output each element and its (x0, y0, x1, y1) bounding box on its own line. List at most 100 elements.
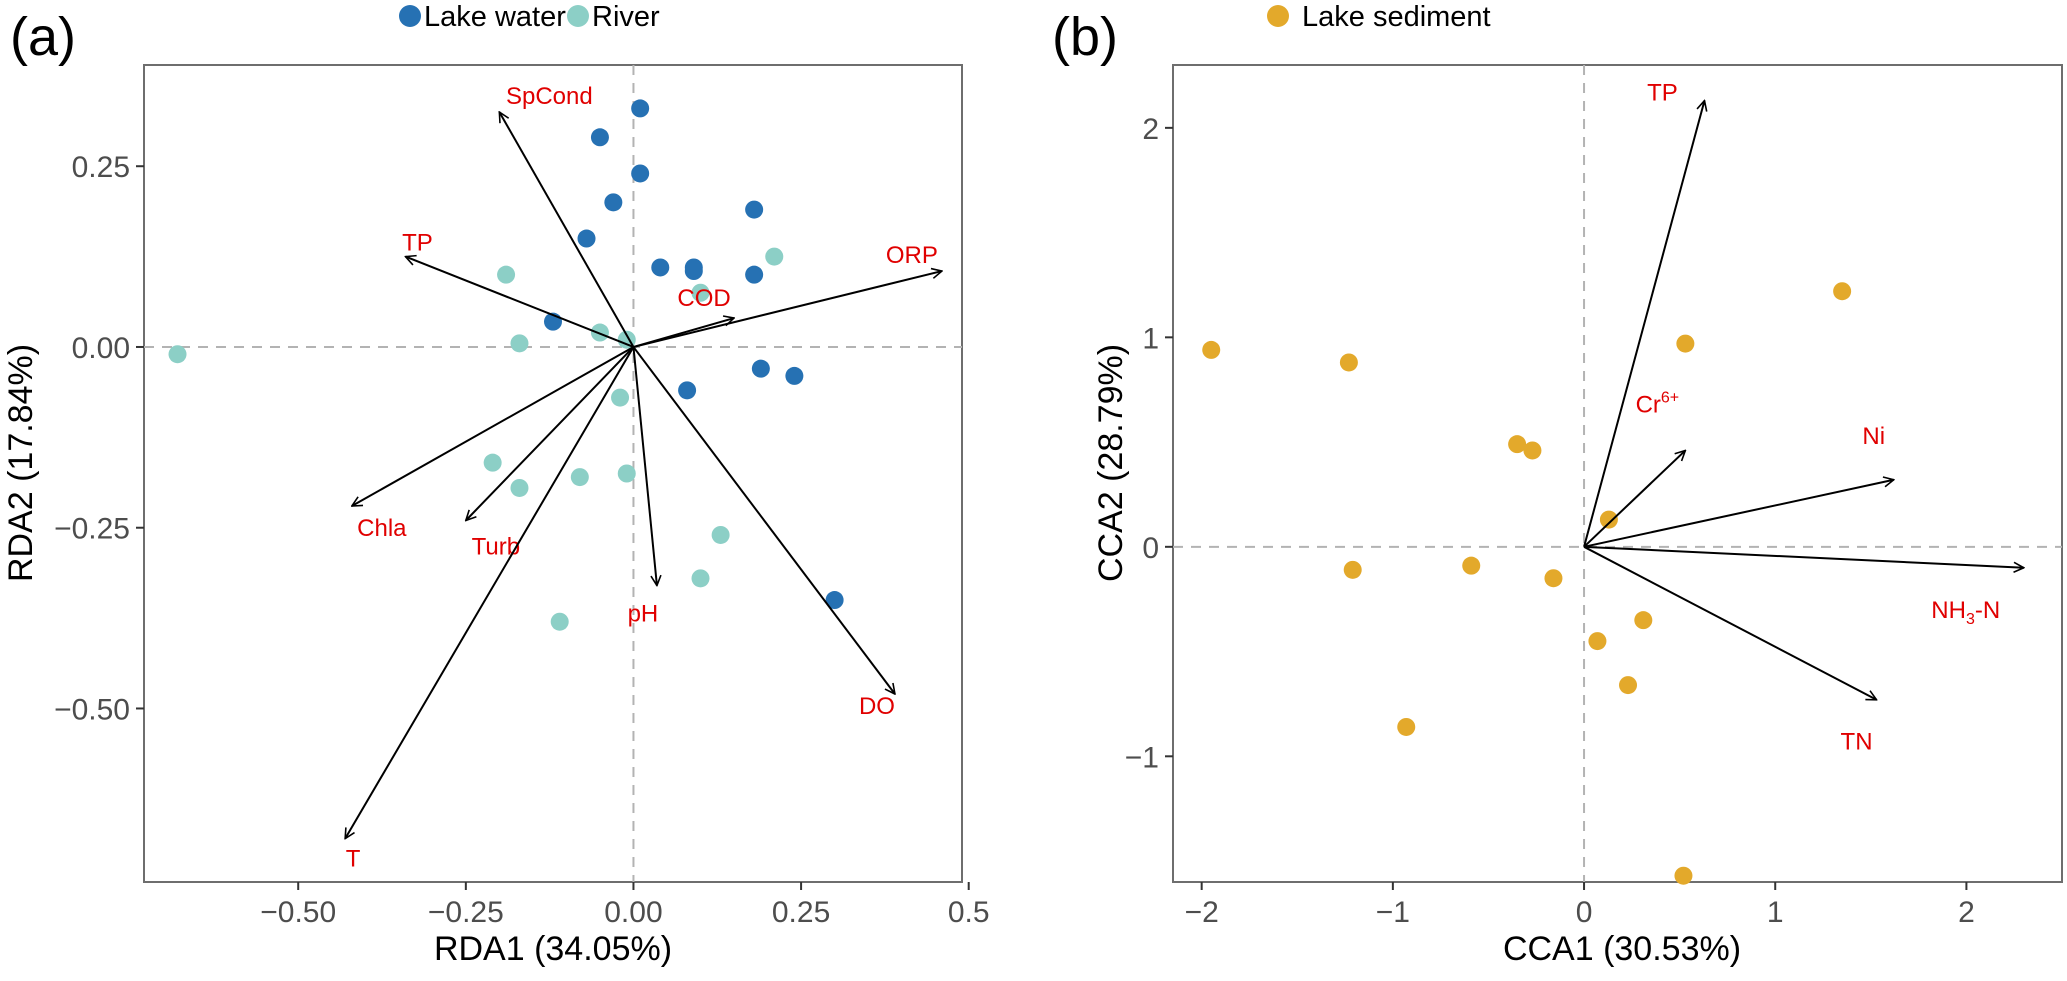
point-river (510, 478, 529, 497)
plot-border-a (143, 64, 963, 883)
y-axis-title-b: CCA2 (28.79%) (1092, 344, 1130, 582)
arrow-label-tp: TP (402, 230, 433, 257)
arrow-nh (1583, 545, 2024, 568)
legend-a-label-0: Lake water (424, 1, 566, 33)
plot-border-b (1172, 64, 2063, 883)
point-lake-sediment (1339, 353, 1358, 372)
point-lake-sediment (1343, 560, 1362, 579)
point-lake-water (745, 265, 764, 284)
arrow-t (345, 346, 635, 839)
point-lake-sediment (1619, 676, 1638, 695)
point-river (617, 464, 636, 483)
y-tick-label-a: −0.50 (54, 693, 130, 726)
arrow-label-cr: Cr6+ (1636, 389, 1680, 418)
y-tick-label-b: 1 (1142, 322, 1159, 355)
arrow-turb (466, 346, 635, 521)
point-river (711, 525, 730, 544)
arrow-label-chla: Chla (357, 515, 407, 542)
legend-a-swatch-0 (399, 5, 421, 27)
y-tick-label-a: −0.25 (54, 513, 130, 546)
x-tick-label-b: −2 (1185, 896, 1219, 929)
x-tick-label-a: 0.5 (948, 896, 990, 929)
point-lake-water (785, 366, 804, 385)
legend-a: Lake water River (399, 1, 660, 33)
point-lake-water (751, 359, 770, 378)
arrow-label-ni: Ni (1862, 423, 1885, 450)
legend-b-swatch-0 (1267, 5, 1289, 27)
arrow-label-tn: TN (1841, 729, 1873, 756)
panel-b-plot: −2 −1 0 1 2 2 1 0 −1 TP Cr6+ Ni NH3-N TN (1125, 64, 2063, 929)
arrow-label-orp: ORP (886, 242, 938, 269)
arrow-label-nh: NH3-N (1931, 597, 2000, 628)
legend-a-label-1: River (592, 1, 660, 33)
point-lake-sediment (1833, 282, 1852, 301)
point-lake-sediment (1397, 717, 1416, 736)
arrow-label-spcond: SpCond (506, 83, 593, 110)
point-lake-water (651, 258, 670, 277)
point-lake-water (745, 200, 764, 219)
arrow-label-tp: TP (1647, 80, 1678, 107)
point-river (168, 345, 187, 364)
point-lake-sediment (1599, 510, 1618, 529)
arrow-label-t: T (346, 846, 361, 873)
y-tick-label-b: 0 (1142, 532, 1159, 565)
point-lake-sediment (1202, 340, 1221, 359)
legend-a-swatch-1 (567, 5, 589, 27)
point-lake-sediment (1544, 569, 1563, 588)
y-axis-title-a: RDA2 (17.84%) (2, 344, 40, 582)
point-lake-water (684, 262, 703, 281)
point-lake-water (825, 591, 844, 610)
point-river (510, 334, 529, 353)
arrow-do (632, 346, 894, 694)
y-tick-label-a: 0.25 (72, 151, 130, 184)
point-river (691, 283, 710, 302)
point-lake-sediment (1523, 441, 1542, 460)
point-river (590, 323, 609, 342)
panel-a-plot: −0.50 −0.25 0.00 0.25 0.5 0.25 0.00 −0.25 −0.50 S… (54, 64, 990, 929)
point-lake-sediment (1588, 632, 1607, 651)
arrow-label-ph: pH (628, 601, 659, 628)
arrow-tn (1583, 545, 1877, 701)
point-lake-sediment (1634, 611, 1653, 630)
arrow-label-do: DO (859, 693, 895, 720)
x-tick-label-b: 1 (1767, 896, 1784, 929)
point-lake-sediment (1508, 435, 1527, 454)
arrow-ph (632, 346, 656, 586)
point-lake-water (678, 381, 697, 400)
panel-label-b: (b) (1052, 7, 1118, 67)
point-river (497, 265, 516, 284)
panel-label-a: (a) (10, 7, 76, 67)
point-lake-water (631, 164, 650, 183)
point-river (691, 569, 710, 588)
point-lake-water (590, 128, 609, 147)
x-tick-label-b: 0 (1576, 896, 1593, 929)
x-tick-label-b: −1 (1376, 896, 1410, 929)
point-lake-water (577, 229, 596, 248)
x-tick-label-a: 0.25 (772, 896, 830, 929)
x-axis-title-b: CCA1 (30.53%) (1503, 930, 1741, 968)
point-lake-sediment (1462, 556, 1481, 575)
legend-b-label-0: Lake sediment (1302, 1, 1491, 33)
point-river (570, 468, 589, 487)
arrow-tp (405, 257, 634, 348)
arrow-cr (1583, 450, 1685, 548)
x-tick-label-a: −0.25 (428, 896, 504, 929)
arrow-ni (1583, 480, 1894, 548)
point-river (765, 247, 784, 266)
point-lake-sediment (1674, 866, 1693, 885)
point-lake-water (604, 193, 623, 212)
legend-b: Lake sediment (1267, 1, 1491, 33)
arrow-chla (352, 346, 634, 506)
x-tick-label-a: 0.00 (604, 896, 662, 929)
arrow-cod (633, 318, 734, 348)
y-tick-label-b: 2 (1142, 113, 1159, 146)
point-lake-water (631, 99, 650, 118)
point-river (483, 453, 502, 472)
point-lake-sediment (1676, 334, 1695, 353)
arrow-label-cod: COD (677, 285, 730, 312)
y-tick-label-b: −1 (1125, 741, 1159, 774)
x-axis-title-a: RDA1 (34.05%) (434, 930, 672, 968)
y-tick-label-a: 0.00 (72, 332, 130, 365)
arrow-label-turb: Turb (472, 533, 520, 560)
